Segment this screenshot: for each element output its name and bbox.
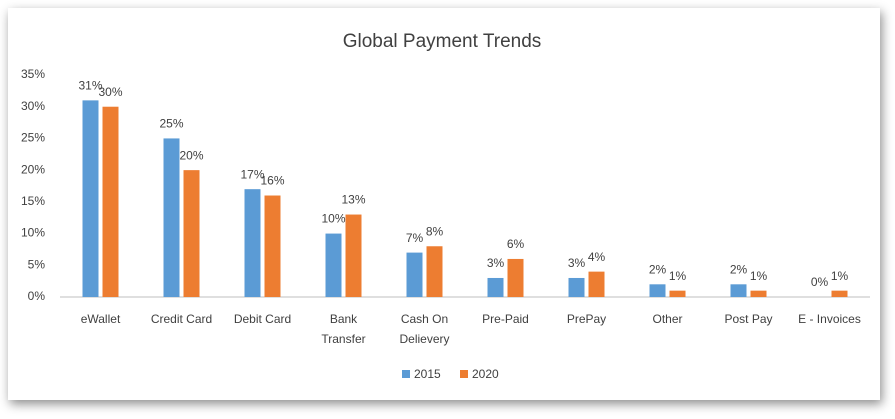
- data-label: 1%: [669, 269, 687, 283]
- bar: [426, 246, 443, 297]
- data-label: 2%: [649, 262, 667, 276]
- x-tick-label: Other: [652, 312, 682, 326]
- bar: [669, 290, 686, 297]
- data-label: 1%: [831, 269, 849, 283]
- bar: [82, 100, 99, 297]
- bar: [588, 271, 605, 297]
- bar: [730, 284, 747, 297]
- x-tick-label: E - Invoices: [798, 312, 861, 326]
- data-label: 2%: [730, 262, 748, 276]
- legend-swatch: [402, 370, 410, 378]
- y-tick-label: 35%: [21, 67, 45, 81]
- y-tick-label: 15%: [21, 194, 45, 208]
- data-label: 17%: [240, 167, 264, 181]
- bar: [264, 195, 281, 297]
- data-label: 7%: [406, 231, 424, 245]
- legend-label: 2015: [414, 367, 441, 381]
- data-label: 13%: [341, 193, 365, 207]
- data-label: 6%: [507, 237, 525, 251]
- bar: [487, 277, 504, 297]
- data-label: 10%: [321, 212, 345, 226]
- data-label: 25%: [159, 117, 183, 131]
- x-tick-label: eWallet: [81, 312, 121, 326]
- y-tick-label: 0%: [28, 289, 46, 303]
- x-tick-label: Post Pay: [724, 312, 772, 326]
- legend-swatch: [460, 370, 468, 378]
- data-label: 4%: [588, 250, 606, 264]
- bar: [568, 277, 585, 297]
- x-tick-label: Cash On Delievery: [399, 312, 449, 346]
- data-label: 0%: [811, 275, 829, 289]
- y-tick-label: 30%: [21, 99, 45, 113]
- x-tick-label: PrePay: [567, 312, 606, 326]
- bar: [244, 189, 261, 297]
- x-tick-label: Credit Card: [151, 312, 212, 326]
- data-label: 3%: [568, 256, 586, 270]
- bar: [649, 284, 666, 297]
- data-label: 16%: [260, 174, 284, 188]
- legend-label: 2020: [472, 367, 499, 381]
- bar: [507, 258, 524, 297]
- x-tick-label: Pre-Paid: [482, 312, 529, 326]
- y-tick-label: 5%: [28, 257, 46, 271]
- bar: [831, 290, 848, 297]
- bar: [325, 233, 342, 297]
- data-label: 30%: [98, 85, 122, 99]
- y-tick-label: 20%: [21, 162, 45, 176]
- chart-card: [8, 8, 880, 400]
- data-label: 1%: [750, 269, 768, 283]
- chart-title: Global Payment Trends: [343, 31, 542, 52]
- y-tick-label: 10%: [21, 226, 45, 240]
- x-tick-label: Debit Card: [234, 312, 291, 326]
- data-label: 20%: [179, 148, 203, 162]
- bar: [102, 106, 119, 297]
- data-label: 3%: [487, 256, 505, 270]
- x-tick-label: Bank Transfer: [321, 312, 365, 346]
- data-label: 8%: [426, 224, 444, 238]
- bar: [406, 252, 423, 297]
- bar: [345, 214, 362, 297]
- data-label: 31%: [78, 79, 102, 93]
- bar: [163, 138, 180, 297]
- bar: [183, 170, 200, 297]
- y-tick-label: 25%: [21, 131, 45, 145]
- bar: [750, 290, 767, 297]
